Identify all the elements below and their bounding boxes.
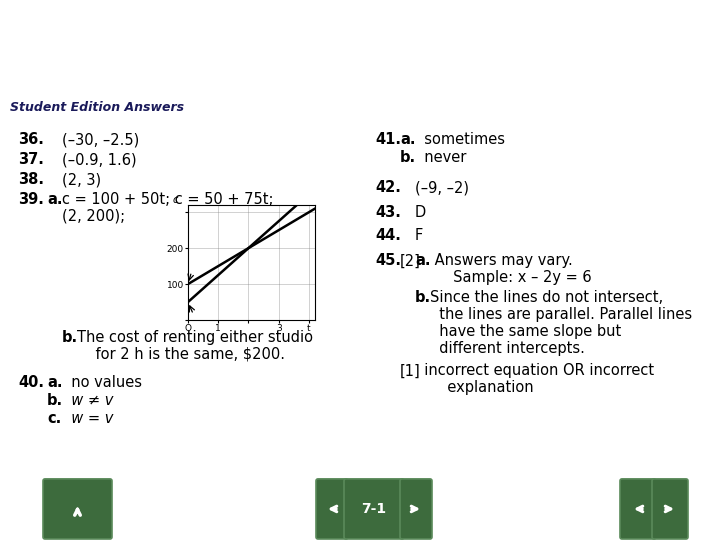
Text: (–0.9, 1.6): (–0.9, 1.6) [62, 152, 137, 167]
Text: sometimes: sometimes [415, 132, 505, 147]
Text: Answers may vary.: Answers may vary. [430, 253, 572, 268]
Text: have the same slope but: have the same slope but [430, 325, 621, 340]
Text: 42.: 42. [375, 180, 401, 195]
FancyBboxPatch shape [43, 479, 112, 539]
Text: a.: a. [47, 192, 63, 207]
FancyBboxPatch shape [316, 479, 348, 539]
Text: Student Edition Answers: Student Edition Answers [10, 101, 184, 114]
Text: b.: b. [47, 394, 63, 408]
Text: different intercepts.: different intercepts. [430, 341, 585, 356]
Text: Sample: x – 2y = 6: Sample: x – 2y = 6 [430, 271, 592, 286]
Text: PAGE: PAGE [636, 461, 667, 471]
Text: ALGEBRA 1  LESSON 7-1: ALGEBRA 1 LESSON 7-1 [13, 68, 122, 77]
Text: MAIN MENU: MAIN MENU [34, 461, 103, 471]
Text: 44.: 44. [375, 228, 401, 244]
Text: a.: a. [415, 253, 431, 268]
Text: incorrect equation OR incorrect: incorrect equation OR incorrect [415, 363, 654, 379]
Text: explanation: explanation [415, 380, 534, 395]
Text: Since the lines do not intersect,: Since the lines do not intersect, [430, 291, 663, 306]
Text: The cost of renting either studio: The cost of renting either studio [77, 330, 313, 346]
Text: c: c [173, 195, 178, 205]
Text: b.: b. [400, 151, 416, 165]
Text: Solving Systems by Graphing: Solving Systems by Graphing [13, 26, 359, 46]
Text: c = 100 + 50t; c = 50 + 75t;: c = 100 + 50t; c = 50 + 75t; [62, 192, 274, 207]
Text: [2]: [2] [400, 253, 421, 268]
Text: LESSON: LESSON [337, 461, 383, 471]
Text: Hall: Hall [655, 70, 672, 78]
Text: (2, 200);: (2, 200); [62, 208, 125, 224]
Text: w ≠ v: w ≠ v [62, 394, 113, 408]
Text: (–9, –2): (–9, –2) [415, 180, 469, 195]
Text: 41.: 41. [375, 132, 401, 147]
Text: c.: c. [47, 411, 61, 427]
Text: (–30, –2.5): (–30, –2.5) [62, 132, 139, 147]
Text: 45.: 45. [375, 253, 401, 268]
Text: a.: a. [47, 375, 63, 390]
FancyBboxPatch shape [652, 479, 688, 539]
Text: [1]: [1] [400, 363, 420, 379]
FancyBboxPatch shape [620, 479, 656, 539]
Text: 37.: 37. [18, 152, 44, 167]
Text: w = v: w = v [62, 411, 113, 427]
Text: 36.: 36. [18, 132, 44, 147]
Text: (2, 3): (2, 3) [62, 172, 101, 187]
Text: 40.: 40. [18, 375, 44, 390]
Text: 7-1: 7-1 [361, 502, 387, 516]
Text: the lines are parallel. Parallel lines: the lines are parallel. Parallel lines [430, 307, 692, 322]
Text: for 2 h is the same, $200.: for 2 h is the same, $200. [77, 347, 285, 361]
Text: 43.: 43. [375, 205, 401, 220]
Text: never: never [415, 151, 467, 165]
Text: no values: no values [62, 375, 142, 390]
Text: Prentice: Prentice [645, 44, 683, 53]
Text: 38.: 38. [18, 172, 44, 187]
FancyBboxPatch shape [344, 479, 404, 539]
Text: 39.: 39. [18, 192, 44, 207]
Text: b.: b. [62, 330, 78, 346]
Text: F: F [415, 228, 423, 244]
Text: PEARSON: PEARSON [642, 18, 686, 27]
Text: b.: b. [415, 291, 431, 306]
Text: a.: a. [400, 132, 415, 147]
FancyBboxPatch shape [400, 479, 432, 539]
Text: D: D [415, 205, 426, 220]
